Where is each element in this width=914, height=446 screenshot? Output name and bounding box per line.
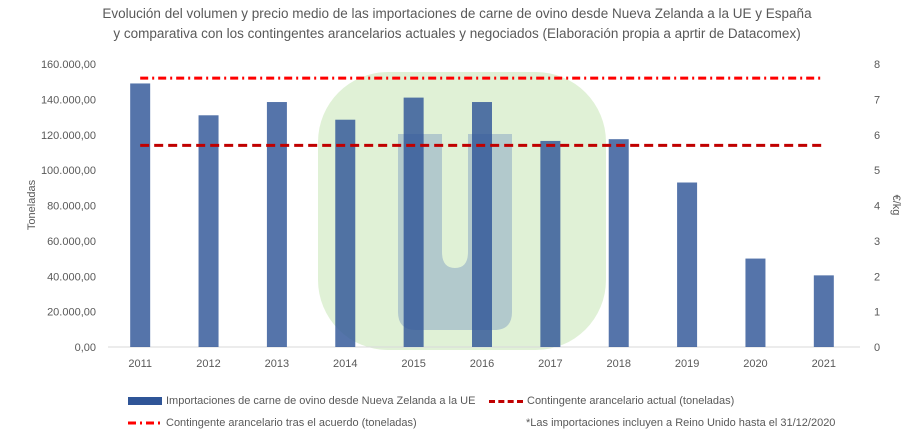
y-tick-label: 140.000,00 [41,94,96,106]
y-tick-label: 60.000,00 [47,236,96,248]
x-tick-label: 2021 [812,358,836,370]
bar-2011 [130,83,151,348]
legend-item-new-quota: Contingente arancelario tras el acuerdo … [128,417,417,429]
legend-swatch-dashdot [128,421,162,425]
x-tick-label: 2015 [401,358,425,370]
x-tick-label: 2019 [675,358,699,370]
x-tick-label: 2013 [265,358,289,370]
y2-tick-label: 8 [874,59,880,71]
y2-tick-label: 5 [874,165,880,177]
watermark-logo [318,72,606,350]
y-axis-title: Toneladas [26,179,38,230]
y-tick-label: 160.000,00 [41,59,96,71]
chart-title: Evolución del volumen y precio medio de … [0,4,914,44]
bar-2013 [266,102,287,347]
footnote: *Las importaciones incluyen a Reino Unid… [526,417,836,429]
y-tick-label: 0,00 [75,342,96,354]
legend-label-current-quota: Contingente arancelario actual (tonelada… [527,395,735,407]
bar-2020 [745,258,766,347]
chart-title-line1: Evolución del volumen y precio medio de … [102,6,812,21]
y2-tick-label: 0 [874,342,880,354]
y2-axis-title: €/kg [890,195,902,216]
legend-swatch-bar [128,397,162,405]
legend-item-imports: Importaciones de carne de ovino desde Nu… [128,395,475,407]
y2-tick-label: 4 [874,201,880,213]
y2-tick-label: 6 [874,130,880,142]
bar-2015 [403,97,424,347]
y-tick-label: 100.000,00 [41,165,96,177]
x-tick-label: 2017 [538,358,562,370]
x-tick-label: 2011 [128,358,152,370]
x-tick-label: 2014 [333,358,357,370]
chart-title-line2: y comparativa con los contingentes aranc… [113,26,801,41]
bar-2021 [813,275,834,347]
x-tick-label: 2016 [470,358,494,370]
x-tick-label: 2020 [743,358,767,370]
bar-2016 [472,102,492,347]
x-tick-label: 2012 [196,358,220,370]
y2-tick-label: 1 [874,307,880,319]
legend-item-current-quota: Contingente arancelario actual (tonelada… [489,395,734,407]
bar-2017 [540,140,561,347]
x-tick-label: 2018 [606,358,630,370]
y2-tick-label: 2 [874,271,880,283]
bar-2014 [335,119,356,347]
y2-tick-label: 3 [874,236,880,248]
bar-2019 [677,182,698,347]
y-tick-label: 20.000,00 [47,307,96,319]
legend-label-imports: Importaciones de carne de ovino desde Nu… [166,395,476,407]
y-tick-label: 120.000,00 [41,130,96,142]
y-tick-label: 40.000,00 [47,271,96,283]
y2-tick-label: 7 [874,94,880,106]
bar-2018 [608,139,629,347]
legend-swatch-dashed [489,399,523,403]
y-tick-label: 80.000,00 [47,201,96,213]
bar-2012 [198,115,219,347]
legend-label-new-quota: Contingente arancelario tras el acuerdo … [166,417,417,429]
